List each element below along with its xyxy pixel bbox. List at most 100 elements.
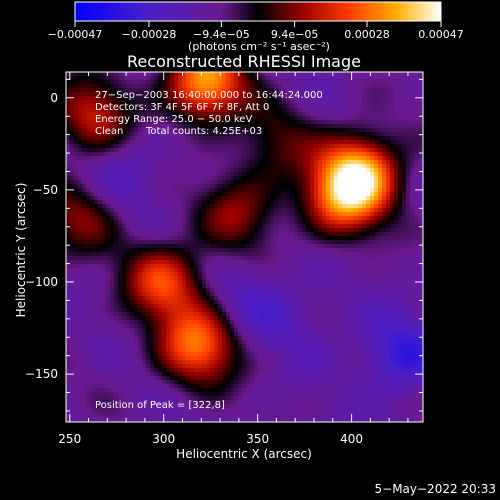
heatmap-cell <box>98 116 103 121</box>
heatmap-cell <box>106 216 111 221</box>
heatmap-cell <box>346 96 351 101</box>
heatmap-cell <box>314 240 319 245</box>
heatmap-cell <box>154 232 159 237</box>
heatmap-cell <box>306 232 311 237</box>
heatmap-cell <box>90 280 95 285</box>
heatmap-cell <box>406 128 411 133</box>
heatmap-cell <box>222 120 227 125</box>
heatmap-cell <box>142 268 147 273</box>
heatmap-cell <box>134 172 139 177</box>
heatmap-cell <box>114 204 119 209</box>
heatmap-cell <box>278 96 283 101</box>
heatmap-cell <box>386 232 391 237</box>
heatmap-cell <box>74 120 79 125</box>
heatmap-cell <box>86 168 91 173</box>
heatmap-cell <box>382 268 387 273</box>
heatmap-cell <box>174 208 179 213</box>
heatmap-cell <box>110 140 115 145</box>
heatmap-cell <box>114 208 119 213</box>
heatmap-cell <box>278 244 283 249</box>
heatmap-cell <box>382 252 387 257</box>
heatmap-cell <box>342 224 347 229</box>
heatmap-cell <box>286 132 291 137</box>
heatmap-cell <box>266 148 271 153</box>
heatmap-cell <box>254 240 259 245</box>
heatmap-cell <box>118 208 123 213</box>
heatmap-cell <box>158 136 163 141</box>
heatmap-cell <box>338 112 343 117</box>
heatmap-cell <box>122 112 127 117</box>
heatmap-cell <box>386 208 391 213</box>
heatmap-cell <box>406 140 411 145</box>
heatmap-cell <box>138 144 143 149</box>
heatmap-cell <box>334 76 339 81</box>
heatmap-cell <box>270 88 275 93</box>
heatmap-cell <box>118 124 123 129</box>
heatmap-cell <box>362 104 367 109</box>
heatmap-cell <box>354 196 359 201</box>
heatmap-cell <box>122 256 127 261</box>
heatmap-cell <box>226 160 231 165</box>
heatmap-cell <box>102 272 107 277</box>
heatmap-cell <box>158 132 163 137</box>
heatmap-cell <box>242 200 247 205</box>
heatmap-cell <box>262 268 267 273</box>
heatmap-cell <box>398 200 403 205</box>
heatmap-cell <box>366 100 371 105</box>
heatmap-cell <box>366 88 371 93</box>
heatmap-cell <box>418 216 423 221</box>
heatmap-cell <box>254 248 259 253</box>
heatmap-cell <box>338 124 343 129</box>
heatmap-cell <box>274 176 279 181</box>
heatmap-cell <box>362 276 367 281</box>
heatmap-cell <box>210 276 215 281</box>
heatmap-cell <box>314 192 319 197</box>
heatmap-cell <box>290 112 295 117</box>
heatmap-cell <box>358 280 363 285</box>
heatmap-cell <box>330 132 335 137</box>
heatmap-cell <box>126 108 131 113</box>
heatmap-cell <box>302 256 307 261</box>
heatmap-cell <box>74 252 79 257</box>
heatmap-cell <box>122 272 127 277</box>
heatmap-cell <box>322 96 327 101</box>
heatmap-cell <box>206 204 211 209</box>
heatmap-cell <box>330 120 335 125</box>
colorbar-tick-label: 0.00028 <box>344 28 390 41</box>
heatmap-cell <box>150 96 155 101</box>
heatmap-cell <box>390 188 395 193</box>
heatmap-cell <box>362 228 367 233</box>
heatmap-cell <box>266 252 271 257</box>
heatmap-cell <box>198 156 203 161</box>
heatmap-cell <box>406 92 411 97</box>
heatmap-cell <box>66 116 71 121</box>
heatmap-cell <box>362 88 367 93</box>
heatmap-cell <box>86 116 91 121</box>
heatmap-cell <box>206 284 211 289</box>
heatmap-cell <box>142 84 147 89</box>
heatmap-cell <box>130 84 135 89</box>
heatmap-cell <box>406 272 411 277</box>
heatmap-cell <box>238 220 243 225</box>
heatmap-cell <box>238 264 243 269</box>
heatmap-cell <box>198 116 203 121</box>
heatmap-cell <box>414 272 419 277</box>
heatmap-cell <box>358 148 363 153</box>
heatmap-cell <box>262 200 267 205</box>
heatmap-cell <box>314 160 319 165</box>
heatmap-cell <box>78 76 83 81</box>
heatmap-cell <box>298 116 303 121</box>
heatmap-cell <box>282 168 287 173</box>
heatmap-cell <box>150 180 155 185</box>
heatmap-cell <box>238 200 243 205</box>
heatmap-cell <box>342 124 347 129</box>
heatmap-cell <box>78 256 83 261</box>
heatmap-cell <box>410 188 415 193</box>
heatmap-cell <box>154 236 159 241</box>
heatmap-cell <box>250 108 255 113</box>
heatmap-cell <box>158 176 163 181</box>
heatmap-cell <box>394 128 399 133</box>
heatmap-cell <box>150 216 155 221</box>
heatmap-cell <box>246 260 251 265</box>
heatmap-cell <box>226 260 231 265</box>
